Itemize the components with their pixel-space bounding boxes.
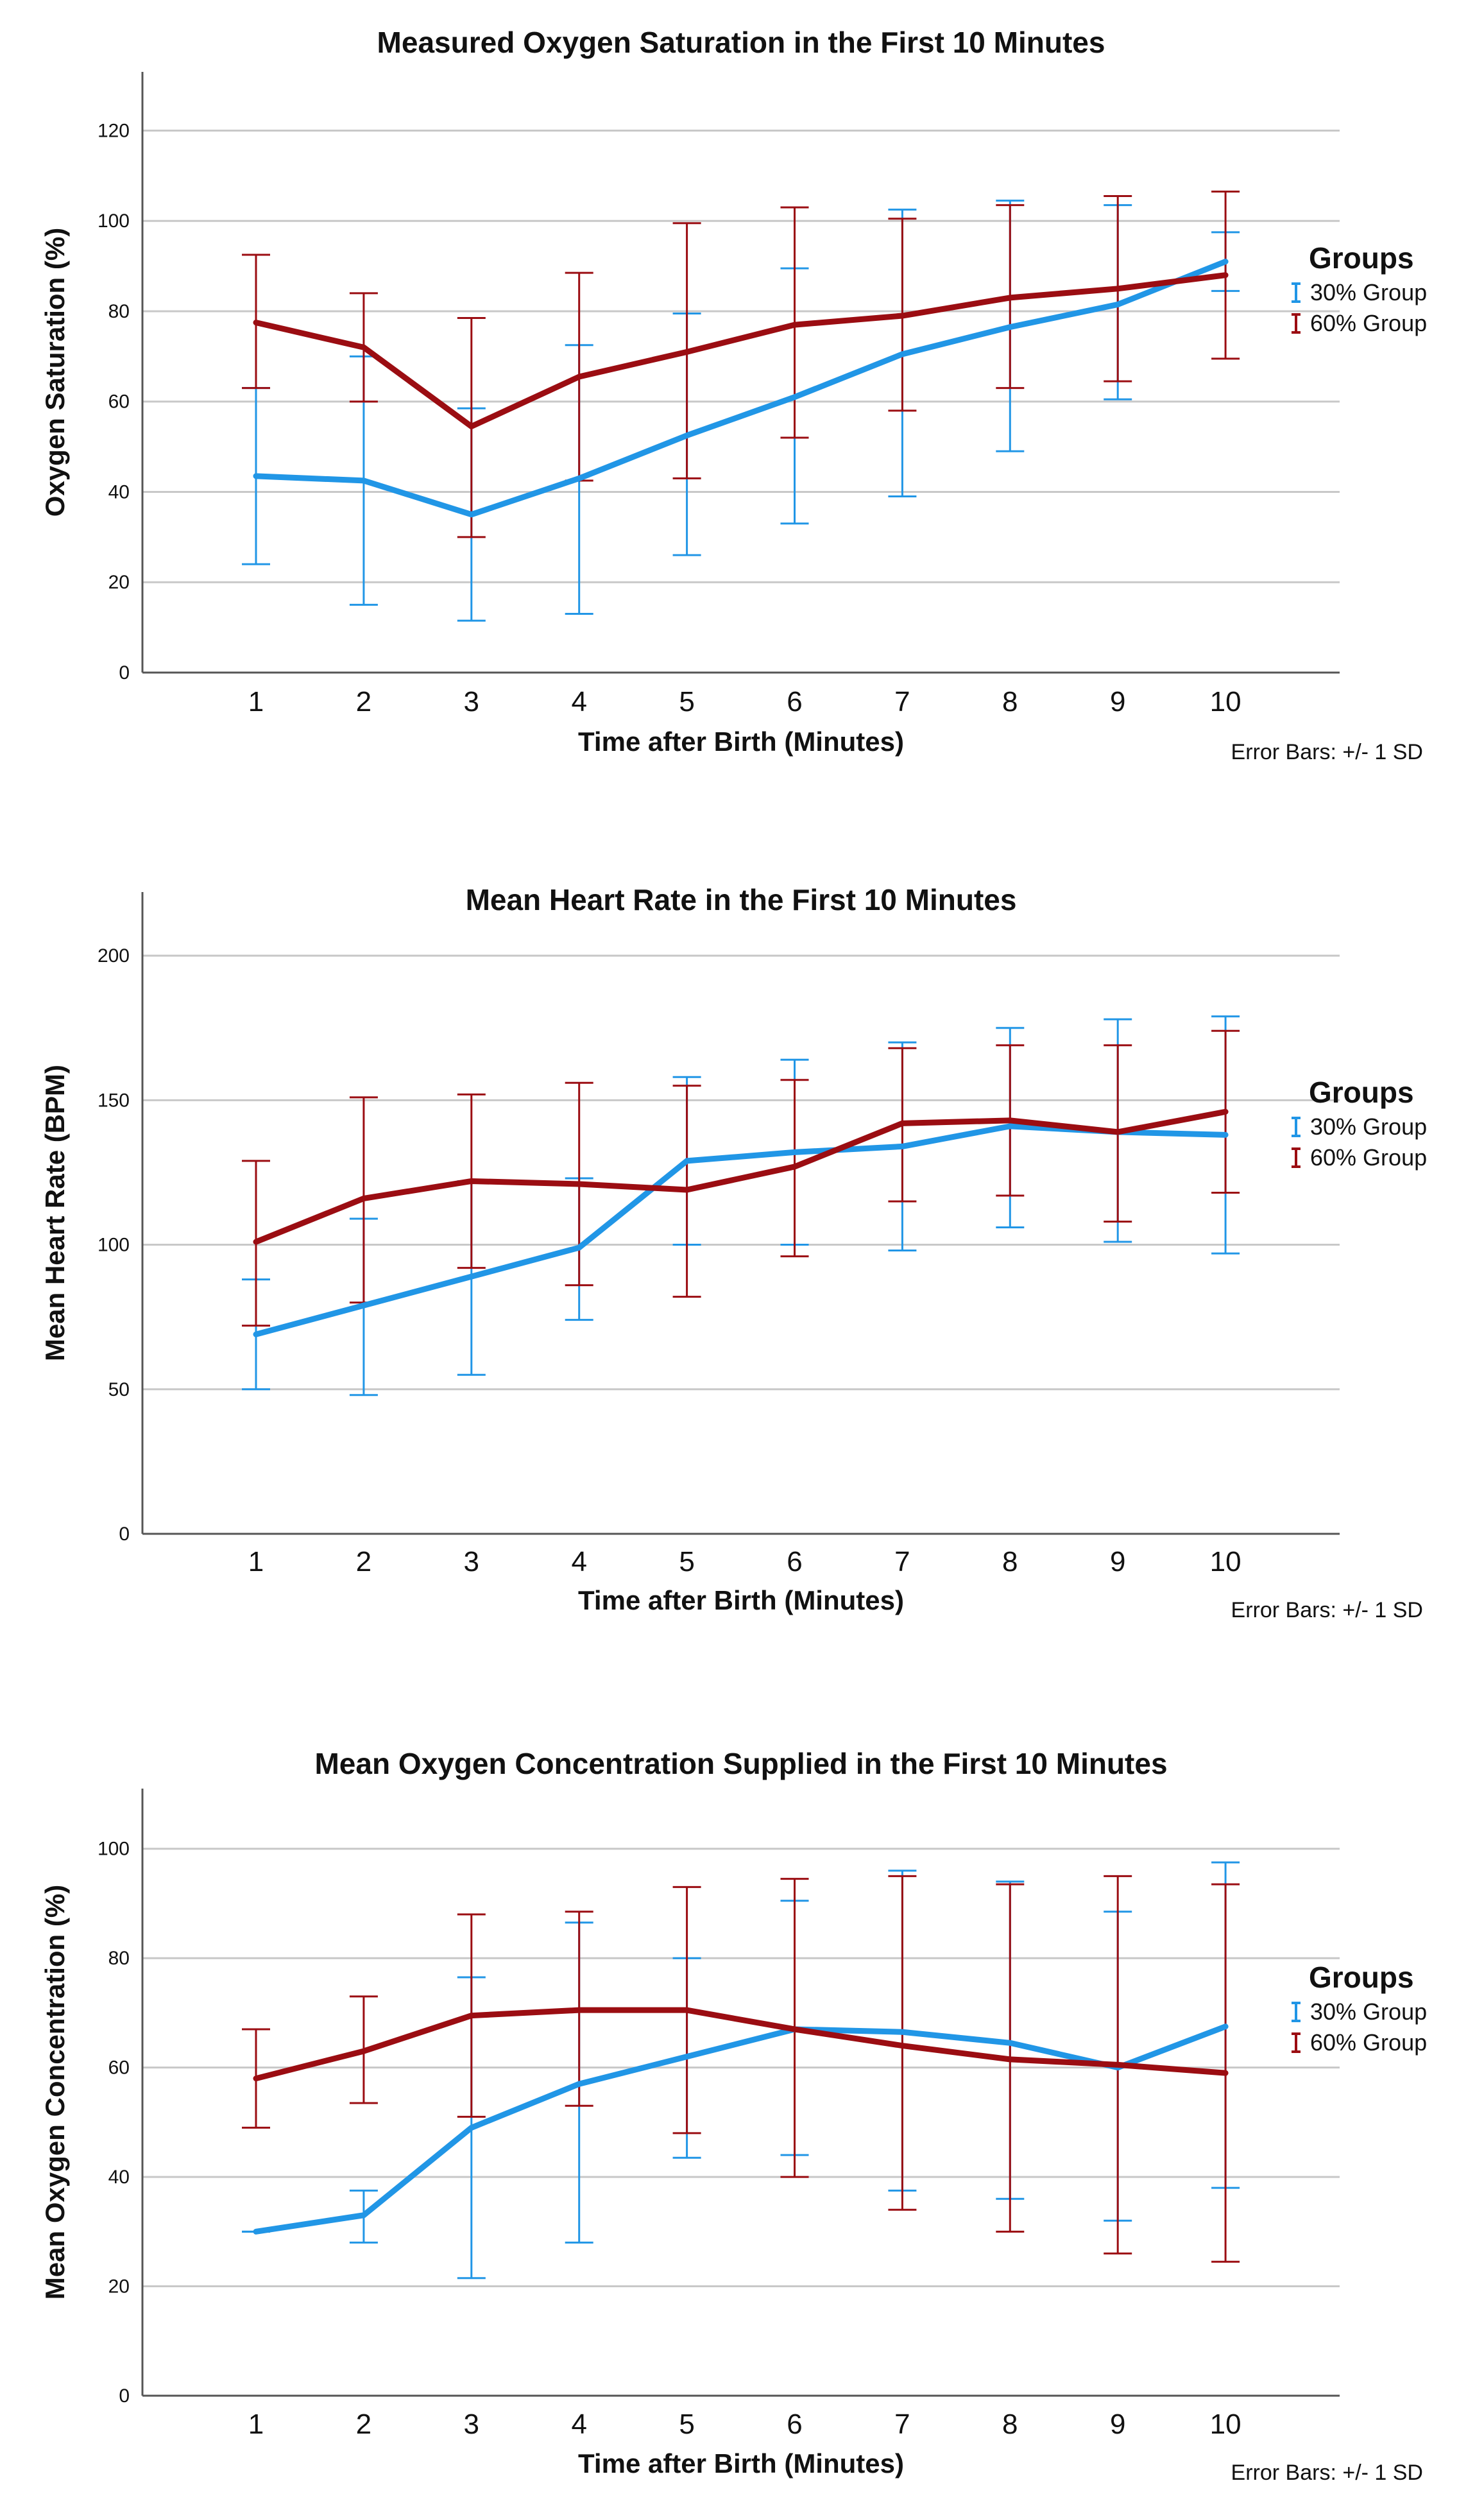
- y-axis-label: Oxygen Saturation (%): [40, 228, 70, 517]
- x-tick-label: 2: [356, 1546, 371, 1577]
- x-tick-label: 10: [1210, 686, 1241, 717]
- x-tick-label: 1: [248, 1546, 264, 1577]
- series-line-30-group: [253, 259, 1229, 518]
- x-tick-label: 5: [679, 686, 694, 717]
- x-axis-label: Time after Birth (Minutes): [578, 1585, 904, 1615]
- x-tick-label: 8: [1002, 2409, 1018, 2440]
- x-axis-label: Time after Birth (Minutes): [578, 2448, 904, 2478]
- series-30-group: [242, 1015, 1240, 1396]
- y-tick-label: 200: [98, 945, 130, 966]
- x-tick-label: 1: [248, 686, 264, 717]
- y-tick-label: 40: [108, 481, 130, 503]
- y-tick-label: 20: [108, 2276, 130, 2298]
- series-line-30-group: [253, 1123, 1229, 1337]
- y-axis-label: Mean Oxygen Concentration (%): [40, 1885, 70, 2299]
- x-tick-label: 6: [787, 2409, 802, 2440]
- x-tick-label: 2: [356, 686, 371, 717]
- y-tick-label: 40: [108, 2167, 130, 2188]
- series-line-60-group: [253, 272, 1229, 429]
- x-tick-label: 9: [1110, 1546, 1125, 1577]
- x-tick-label: 6: [787, 686, 802, 717]
- legend-title: Groups: [1309, 1076, 1414, 1109]
- y-tick-label: 20: [108, 572, 130, 593]
- x-axis-label: Time after Birth (Minutes): [578, 726, 904, 757]
- legend-title: Groups: [1309, 241, 1414, 275]
- chart-title: Mean Oxygen Concentration Supplied in th…: [314, 1747, 1167, 1780]
- chart-title: Mean Heart Rate in the First 10 Minutes: [466, 883, 1017, 916]
- x-tick-label: 9: [1110, 686, 1125, 717]
- legend-title: Groups: [1309, 1961, 1414, 1994]
- x-tick-label: 10: [1210, 1546, 1241, 1577]
- error-bars-note: Error Bars: +/- 1 SD: [1231, 740, 1423, 764]
- y-tick-label: 100: [98, 210, 130, 232]
- y-tick-label: 150: [98, 1090, 130, 1111]
- y-tick-label: 50: [108, 1379, 130, 1400]
- x-tick-label: 5: [679, 2409, 694, 2440]
- y-tick-label: 0: [119, 662, 130, 683]
- legend-label: 30% Group: [1310, 1998, 1427, 2025]
- series-30-group: [242, 1861, 1240, 2280]
- x-tick-label: 3: [464, 2409, 479, 2440]
- x-tick-label: 7: [894, 1546, 910, 1577]
- x-tick-label: 8: [1002, 1546, 1018, 1577]
- y-tick-label: 100: [98, 1235, 130, 1256]
- y-tick-label: 100: [98, 1839, 130, 1860]
- y-tick-label: 0: [119, 1524, 130, 1545]
- x-tick-label: 5: [679, 1546, 694, 1577]
- legend-label: 60% Group: [1310, 310, 1427, 336]
- chart-title: Measured Oxygen Saturation in the First …: [377, 26, 1105, 59]
- x-tick-label: 3: [464, 1546, 479, 1577]
- series-line-60-group: [253, 2007, 1229, 2082]
- x-tick-label: 1: [248, 2409, 264, 2440]
- legend-label: 30% Group: [1310, 1113, 1427, 1140]
- y-tick-label: 80: [108, 1948, 130, 1969]
- x-tick-label: 6: [787, 1546, 802, 1577]
- error-bars-note: Error Bars: +/- 1 SD: [1231, 2461, 1423, 2485]
- y-tick-label: 0: [119, 2385, 130, 2407]
- chart-oxygen-concentration: Mean Oxygen Concentration Supplied in th…: [40, 1747, 1427, 2485]
- x-tick-label: 10: [1210, 2409, 1241, 2440]
- x-tick-label: 7: [894, 2409, 910, 2440]
- x-tick-label: 8: [1002, 686, 1018, 717]
- y-tick-label: 80: [108, 301, 130, 322]
- legend-label: 60% Group: [1310, 2029, 1427, 2056]
- x-tick-label: 4: [571, 686, 586, 717]
- y-tick-label: 60: [108, 391, 130, 413]
- legend-label: 30% Group: [1310, 279, 1427, 305]
- series-line-30-group: [253, 2023, 1229, 2235]
- x-tick-label: 3: [464, 686, 479, 717]
- chart-heart-rate: Mean Heart Rate in the First 10 Minutes 0…: [40, 883, 1427, 1622]
- x-tick-label: 4: [571, 1546, 586, 1577]
- y-tick-label: 120: [98, 120, 130, 141]
- error-bars-note: Error Bars: +/- 1 SD: [1231, 1598, 1423, 1622]
- legend-label: 60% Group: [1310, 1144, 1427, 1171]
- y-axis-label: Mean Heart Rate (BPM): [40, 1065, 70, 1361]
- series-line-60-group: [253, 1108, 1229, 1245]
- x-tick-label: 2: [356, 2409, 371, 2440]
- x-tick-label: 9: [1110, 2409, 1125, 2440]
- series-60-group: [242, 1875, 1240, 2263]
- chart-oxygen-saturation: Measured Oxygen Saturation in the First …: [40, 26, 1427, 764]
- series-30-group: [242, 200, 1240, 622]
- x-tick-label: 4: [571, 2409, 586, 2440]
- x-tick-label: 7: [894, 686, 910, 717]
- y-tick-label: 60: [108, 2057, 130, 2079]
